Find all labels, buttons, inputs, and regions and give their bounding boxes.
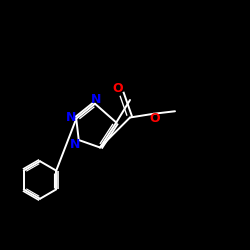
Text: N: N [70, 138, 80, 151]
Text: N: N [91, 93, 102, 106]
Text: O: O [112, 82, 123, 94]
Text: N: N [66, 111, 76, 124]
Text: O: O [150, 112, 160, 125]
